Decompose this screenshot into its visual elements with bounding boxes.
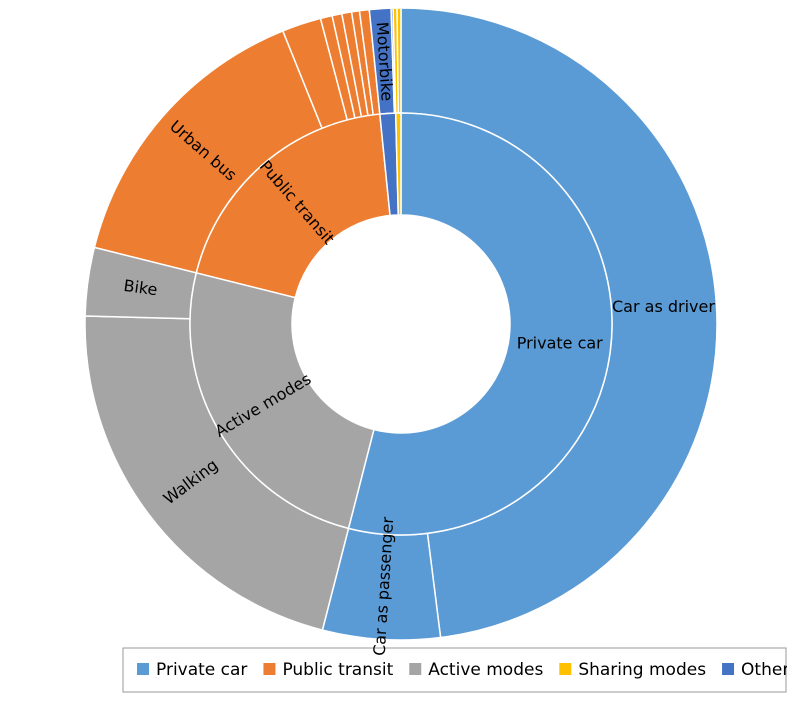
outer-slice xyxy=(396,7,402,114)
legend-swatch xyxy=(263,663,276,675)
inner-slice xyxy=(189,271,375,530)
legend-swatch xyxy=(409,663,422,675)
inner-slice xyxy=(347,112,613,536)
slice-label: Bike xyxy=(122,276,158,299)
legend-swatch xyxy=(559,663,572,675)
slice-label: Car as driver xyxy=(612,297,715,316)
legend-label: Sharing modes xyxy=(578,660,706,680)
legend-label: Others xyxy=(741,660,787,680)
inner-slice xyxy=(195,113,391,299)
legend-box xyxy=(122,647,787,693)
legend-label: Private car xyxy=(156,660,247,680)
legend-swatch xyxy=(137,663,149,675)
slice-label: Private car xyxy=(517,334,603,353)
legend-swatch xyxy=(722,663,735,675)
inner-slice xyxy=(394,112,402,216)
legend-label: Public transit xyxy=(282,660,393,680)
legend-label: Active modes xyxy=(428,660,543,680)
